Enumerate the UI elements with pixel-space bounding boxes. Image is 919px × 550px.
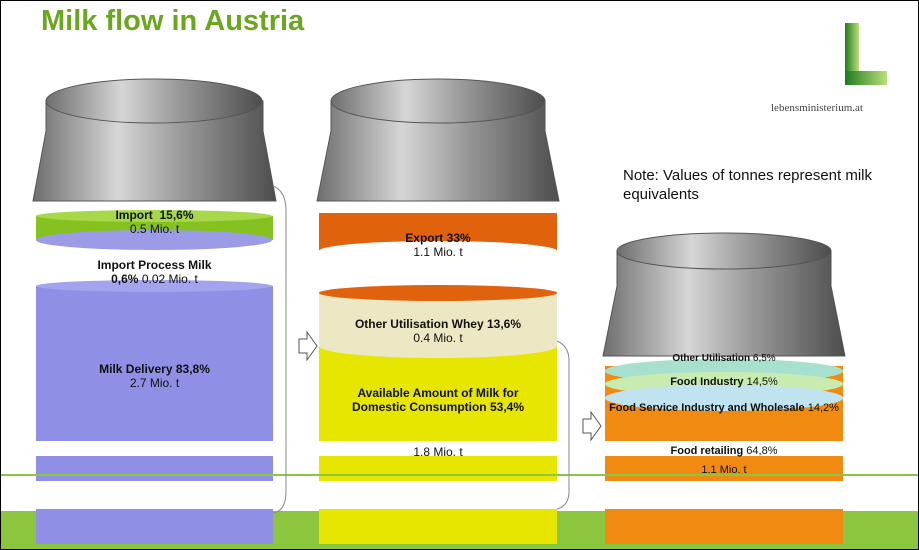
segment-name: Milk Delivery [99,362,172,376]
segment-amount: 1.1 Mio. t [413,245,462,259]
segment-label: Milk Delivery 83,8%2.7 Mio. t [36,362,273,390]
segment-amount: 1.1 Mio. t [605,463,843,477]
segment-label: Food Industry 14,5% [605,375,843,389]
segment-share: 14,5% [747,376,778,388]
segment-label: Available Amount of Milk for Domestic Co… [339,386,537,414]
segment-name: Other Utilisation Whey [355,317,484,331]
segment-amount: 2.7 Mio. t [130,376,179,390]
segment-label: Food Service Industry and Wholesale 14,2… [585,401,863,415]
segment-name: Other Utilisation [672,353,750,364]
segment-share: 83,8% [176,362,210,376]
segment-share: 53,4% [490,400,524,414]
segment-share: 6,5% [753,353,776,364]
title: Milk flow in Austria [41,5,304,37]
segment-name: Import Process Milk [97,258,211,272]
segment-name: Import [115,208,152,222]
note: Note: Values of tonnes represent milk eq… [623,166,893,204]
segment-share: 33% [447,231,471,245]
segment-share: 13,6% [487,317,521,331]
segment-share: 14,2% [808,402,839,414]
segment-name: Export [405,231,443,245]
infographic: Milk flow in Austria lebensministerium.a… [0,0,919,550]
segment-amount: 0.5 Mio. t [130,222,179,236]
segment-name: Food retailing [671,445,744,457]
segment-amount: 0.4 Mio. t [413,331,462,345]
segment-name: Food Industry [670,376,743,388]
segment-share: 64,8% [746,445,777,457]
segment-label: Other Utilisation Whey 13,6% 0.4 Mio. t [319,317,557,345]
segment-share: 0,6% [111,272,138,286]
segment-label: Food retailing 64,8% [605,444,843,458]
logo-text: lebensministerium.at [771,101,863,115]
segment-label: Other Utilisation 6,5% [605,352,843,366]
segment-name: Food Service Industry and Wholesale [609,402,805,414]
segment-label: Export 33%1.1 Mio. t [319,231,557,259]
segment-amount: 0.02 Mio. t [142,272,198,286]
segment-share: 15,6% [159,208,193,222]
segment-label: Import 15,6%0.5 Mio. t [36,208,273,236]
segment-amount: 1.8 Mio. t [319,445,557,459]
